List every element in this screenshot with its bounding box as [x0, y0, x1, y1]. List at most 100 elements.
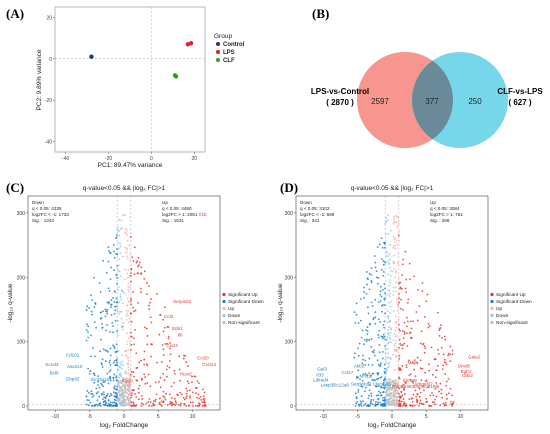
volcano-point	[405, 332, 408, 335]
volcano-point	[445, 404, 448, 407]
volcano-point	[130, 335, 133, 338]
volcano-point	[398, 403, 400, 406]
volcano-point	[126, 247, 128, 250]
volcano-point	[162, 395, 165, 398]
volcano-point	[185, 397, 188, 400]
volcano-point	[125, 314, 127, 317]
volcano-point	[384, 246, 387, 249]
volcano-point	[435, 395, 438, 398]
volcano-up-stat: Sig. : 286	[430, 218, 450, 223]
volcano-point	[365, 292, 368, 295]
volcano-point	[93, 381, 96, 384]
volcano-point	[441, 396, 444, 399]
volcano-point	[111, 322, 114, 324]
volcano-point	[377, 397, 380, 400]
volcano-point	[420, 402, 423, 405]
volcano-point	[385, 220, 387, 223]
volcano-point	[162, 354, 165, 356]
volcano-point	[113, 373, 116, 376]
volcano-point	[404, 404, 406, 407]
volcano-point	[198, 382, 200, 385]
volcano-point	[418, 404, 420, 407]
volcano-point	[384, 345, 387, 347]
volcano-point	[106, 312, 109, 315]
volcano-point	[107, 260, 110, 263]
volcano-point	[374, 403, 377, 405]
volcano-point	[143, 350, 146, 353]
volcano-gene-label: Mmp1	[360, 374, 373, 379]
volcano-point	[116, 385, 119, 388]
volcano-point	[384, 375, 387, 378]
volcano-point	[169, 353, 172, 356]
volcano-point	[354, 392, 357, 395]
volcano-point	[130, 320, 133, 323]
volcano-point	[164, 398, 167, 401]
volcano-point	[394, 315, 397, 318]
volcano-point	[106, 310, 108, 313]
volcano-point	[388, 326, 391, 328]
volcano-point	[382, 383, 385, 386]
volcano-point	[150, 321, 153, 324]
volcano-point	[116, 364, 119, 367]
volcano-point	[202, 395, 205, 398]
volcano-point	[395, 326, 398, 329]
volcano-point	[397, 278, 400, 281]
volcano-point	[409, 373, 412, 375]
volcano-point	[101, 363, 103, 366]
volcano-point	[129, 397, 131, 400]
volcano-point	[363, 404, 365, 407]
volcano-point	[125, 354, 128, 356]
volcano-point	[115, 376, 117, 379]
volcano-point	[380, 237, 383, 240]
volcano-point	[402, 383, 405, 386]
volcano-point	[372, 318, 375, 321]
volcano-point	[162, 372, 165, 375]
volcano-x-tick-label: -5	[355, 414, 360, 420]
volcano-point	[137, 302, 139, 304]
volcano-point	[98, 386, 101, 389]
volcano-point	[153, 404, 156, 407]
volcano-point	[137, 391, 140, 394]
volcano-point	[140, 405, 143, 407]
volcano-point	[146, 335, 149, 337]
volcano-up-stat: Sig. : 1631	[162, 218, 184, 223]
volcano-point	[395, 239, 398, 242]
volcano-point	[143, 270, 146, 273]
volcano-point	[392, 218, 395, 221]
volcano-point	[398, 369, 401, 371]
volcano-point	[115, 236, 118, 239]
volcano-point	[392, 395, 395, 397]
volcano-point	[354, 352, 356, 355]
volcano-point	[385, 389, 388, 392]
volcano-legend-label: Non-significant	[228, 320, 260, 326]
volcano-point	[388, 279, 391, 281]
volcano-point	[120, 386, 123, 389]
volcano-point	[109, 379, 112, 382]
volcano-point	[110, 299, 113, 301]
volcano-point	[128, 244, 131, 247]
volcano-point	[397, 252, 400, 255]
volcano-gene-label: Gata2	[468, 354, 481, 359]
volcano-point	[116, 264, 119, 267]
volcano-point	[389, 312, 391, 315]
volcano-point	[168, 366, 171, 369]
volcano-point	[411, 380, 413, 383]
volcano-point	[403, 331, 406, 333]
volcano-point	[421, 282, 424, 284]
volcano-point	[382, 350, 384, 353]
volcano-point	[374, 298, 377, 301]
volcano-point	[426, 293, 429, 296]
volcano-plot-d: q-value<0.05 && |log₂ FC|>1 -10 -5 0 5 10 300…	[277, 185, 532, 429]
volcano-point	[392, 286, 395, 289]
volcano-point	[102, 391, 105, 394]
volcano-point	[126, 396, 129, 399]
volcano-point	[370, 398, 372, 401]
volcano-point	[388, 295, 391, 298]
volcano-point	[382, 274, 385, 277]
volcano-point	[371, 403, 374, 406]
volcano-point	[397, 384, 400, 387]
volcano-point	[406, 302, 409, 304]
volcano-point	[423, 389, 425, 392]
volcano-point	[440, 388, 443, 391]
volcano-point	[128, 286, 131, 289]
